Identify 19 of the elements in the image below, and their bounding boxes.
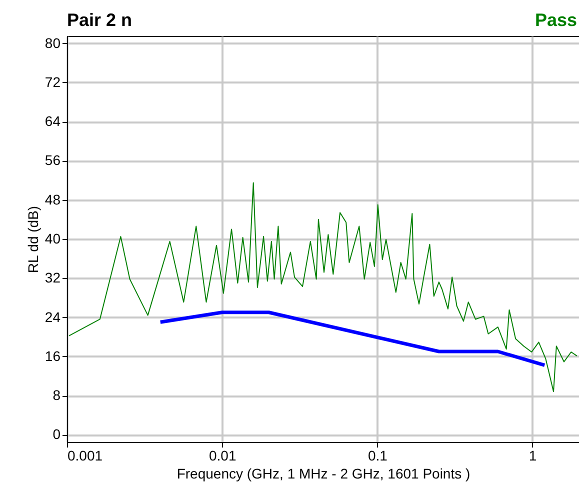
chart-title: Pair 2 n bbox=[67, 10, 132, 30]
x-tick-label: 0.1 bbox=[368, 448, 388, 464]
text: Pass bbox=[534, 10, 577, 30]
y-axis-title: RL dd (dB) bbox=[24, 206, 41, 274]
y-tick-label: 32 bbox=[44, 270, 61, 286]
y-tick-label: 64 bbox=[44, 113, 61, 130]
y-tick-label: 24 bbox=[44, 308, 61, 325]
y-tick-label: 48 bbox=[44, 191, 61, 208]
y-tick-label: 72 bbox=[44, 74, 61, 90]
y-tick-label: 56 bbox=[44, 152, 61, 168]
x-tick-label: 0.01 bbox=[208, 448, 236, 464]
y-tick-label: 40 bbox=[44, 230, 61, 246]
y-tick-label: 0 bbox=[52, 426, 61, 442]
y-tick-label: 80 bbox=[44, 34, 61, 51]
y-tick-label: 16 bbox=[44, 348, 61, 364]
x-tick-label: 0.001 bbox=[68, 448, 103, 464]
y-tick-label: 8 bbox=[52, 387, 61, 404]
x-axis-title: Frequency (GHz, 1 MHz - 2 GHz, 1601 Points ) bbox=[176, 466, 470, 482]
x-tick-label: 1 bbox=[528, 448, 537, 464]
